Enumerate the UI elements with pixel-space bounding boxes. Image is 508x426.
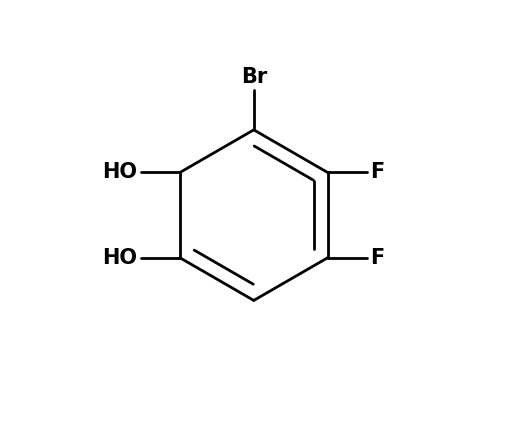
Text: HO: HO: [102, 162, 137, 182]
Text: F: F: [370, 162, 385, 182]
Text: Br: Br: [241, 67, 267, 87]
Text: F: F: [370, 248, 385, 268]
Text: HO: HO: [102, 248, 137, 268]
